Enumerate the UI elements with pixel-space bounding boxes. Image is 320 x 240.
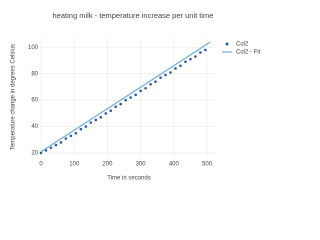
data-point [124,98,127,102]
legend-swatch [225,42,229,46]
data-point [139,89,142,93]
data-point [44,149,48,152]
data-point [164,73,167,77]
chart-title: heating milk - temperature increase per … [53,11,214,20]
data-point [199,51,202,54]
x-tick-label: 400 [169,162,180,168]
data-point [189,57,192,61]
data-point [114,105,118,109]
x-tick-label: 0 [39,162,43,168]
x-tick-label: 100 [69,162,80,168]
data-point [74,131,78,135]
x-axis-label: Time in seconds [107,176,150,182]
fit-line [40,41,211,153]
data-point [154,80,157,83]
x-tick-label: 300 [136,162,147,168]
data-point [109,109,113,113]
data-point [39,151,43,155]
y-tick-label: 60 [31,98,38,104]
data-point [144,86,147,90]
data-point [149,82,152,86]
x-tick-label: 200 [102,162,113,168]
y-tick-label: 100 [28,45,39,51]
data-point [94,118,98,122]
data-point [79,127,83,131]
y-tick-label: 40 [31,124,38,130]
data-point [84,125,88,128]
data-point [119,102,122,106]
x-tick-label: 500 [202,162,213,168]
data-point [59,141,63,144]
y-axis-label: Temperature change in degrees Celsius [11,44,17,150]
data-point [159,76,162,79]
data-point [134,93,137,97]
data-point [194,55,197,58]
data-point [184,60,187,64]
y-tick-label: 20 [31,151,38,157]
legend-label: Col2 [236,42,249,48]
data-point [104,112,108,115]
data-point [99,116,103,119]
data-point [64,137,68,140]
chart: heating milk - temperature increase per … [11,11,261,182]
data-point [179,64,182,68]
data-point [204,48,207,52]
data-point [69,134,73,138]
data-point [54,143,58,147]
data-point [89,121,93,124]
data-point [174,67,177,70]
y-tick-label: 80 [31,71,38,77]
data-point [169,71,172,74]
legend-label: Col2 - Fit [236,50,261,56]
data-point [129,96,132,99]
data-point [49,146,53,150]
